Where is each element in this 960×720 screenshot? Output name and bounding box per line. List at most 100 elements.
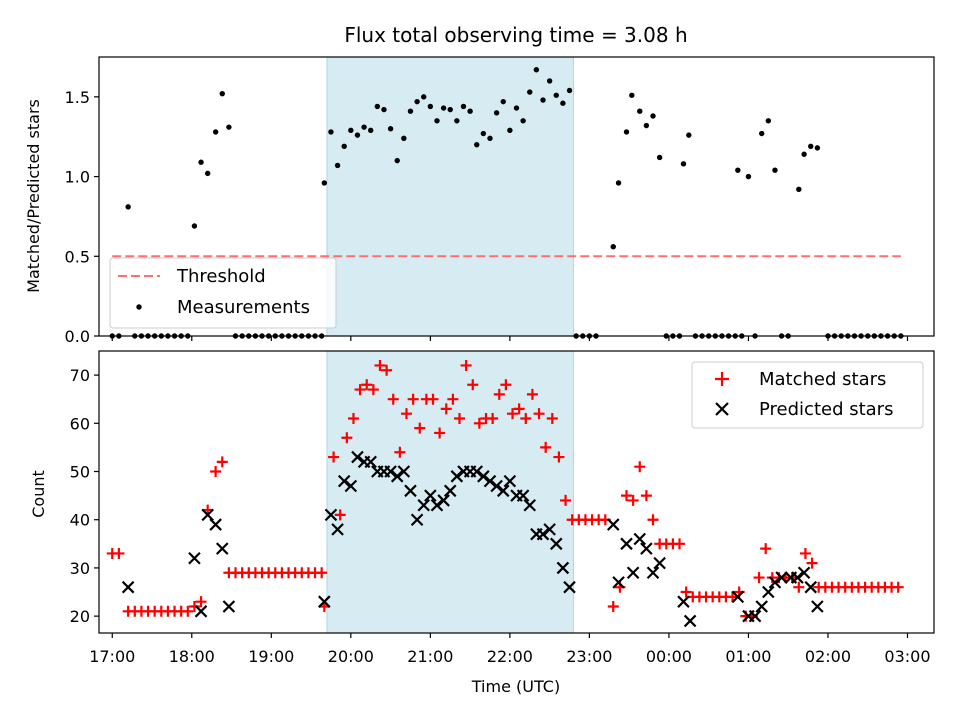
matched-star-point	[182, 605, 194, 617]
predicted-star-point	[606, 518, 620, 531]
predicted-star-point	[318, 595, 331, 608]
matched-star-point	[334, 509, 346, 521]
matched-star-point	[640, 490, 652, 502]
predicted-star-point	[410, 513, 424, 526]
measurement-point	[507, 127, 513, 134]
bottom-legend-box	[691, 361, 924, 429]
predicted-star-point	[443, 484, 457, 498]
measurement-point	[401, 135, 407, 142]
predicted-star-point	[731, 590, 745, 604]
matched-star-point	[753, 572, 765, 584]
measurement-point	[204, 170, 211, 177]
matched-star-point	[533, 408, 545, 420]
predicted-star-point	[556, 561, 570, 575]
predicted-star-point	[201, 508, 214, 522]
y-tick-label: 20	[70, 607, 90, 626]
measurement-points	[109, 67, 904, 339]
matched-star-point	[361, 379, 373, 391]
y-tick-label: 1.5	[65, 88, 90, 107]
predicted-star-point	[483, 474, 497, 488]
predicted-star-point	[620, 537, 633, 551]
matched-star-point	[328, 451, 340, 463]
matched-star-point	[500, 379, 512, 391]
shaded-span-rect	[326, 56, 574, 337]
measurement-point	[440, 105, 447, 111]
predicted-star-point	[470, 465, 484, 478]
matched-star-point	[621, 490, 633, 502]
measurement-point	[427, 103, 434, 110]
legend-matched-label: Matched stars	[759, 369, 886, 390]
x-tick-label: 19:00	[248, 647, 294, 666]
predicted-star-point	[209, 518, 222, 531]
measurement-point	[361, 124, 367, 130]
measurement-point	[321, 180, 328, 186]
y-tick-label: 0.5	[65, 247, 90, 266]
predicted-star-point	[477, 470, 490, 483]
predicted-star-point	[384, 465, 397, 478]
predicted-star-point	[215, 542, 229, 555]
x-tick-label: 20:00	[328, 647, 374, 666]
top-y-label: Matched/Predicted stars	[24, 99, 43, 293]
measurement-point	[381, 106, 387, 113]
matched-star-point	[647, 514, 659, 526]
matched-star-point	[387, 393, 399, 405]
measurement-point	[527, 89, 533, 95]
predicted-star-point	[437, 494, 450, 507]
measurement-point	[796, 186, 802, 193]
predicted-star-point	[768, 576, 782, 589]
predicted-star-point	[797, 566, 811, 580]
predicted-star-point	[496, 484, 510, 498]
legend-threshold-label: Threshold	[176, 266, 266, 287]
matched-star-point	[493, 388, 505, 400]
x-tick-label: 21:00	[407, 647, 453, 666]
matched-star-point	[367, 384, 379, 396]
measurement-point	[212, 129, 219, 135]
measurement-point	[480, 130, 487, 137]
predicted-star-point	[121, 580, 135, 594]
matched-star-point	[467, 379, 479, 391]
predicted-star-point	[748, 609, 762, 623]
matched-star-point	[394, 446, 406, 458]
matched-star-point	[553, 451, 565, 463]
measurement-point	[368, 127, 374, 134]
predicted-star-point	[194, 605, 208, 618]
matched-star-point	[195, 596, 207, 608]
matched-star-point	[627, 494, 639, 506]
measurement-point	[553, 92, 559, 98]
top-x-ticks	[111, 336, 909, 341]
matched-star-point	[374, 359, 386, 371]
predicted-star-point	[397, 465, 411, 478]
predicted-star-point	[683, 614, 697, 628]
y-tick-label: 1.0	[65, 168, 90, 187]
predicted-star-point	[762, 585, 775, 599]
matched-star-point	[400, 408, 412, 420]
y-tick-label: 50	[70, 463, 90, 482]
predicted-star-point	[516, 489, 530, 502]
measurement-point	[566, 87, 573, 94]
measurement-point	[219, 90, 225, 97]
predicted-star-point	[653, 556, 666, 570]
measurement-point	[374, 103, 381, 110]
y-tick-label: 40	[70, 511, 90, 530]
matched-star-point	[347, 412, 359, 424]
matched-star-point	[188, 600, 200, 612]
x-tick-label: 23:00	[566, 647, 612, 666]
measurement-point	[447, 106, 453, 113]
predicted-star-point	[775, 571, 788, 584]
measurement-point	[772, 167, 778, 173]
legend-measurements-swatch	[136, 304, 142, 310]
measurement-point	[454, 118, 460, 124]
measurement-point	[341, 143, 347, 149]
bottom-panel: 20 30 40 50 60 70 17:00 18:00 19:00 20:00 21:00 22…	[29, 350, 935, 696]
measurement-point	[387, 126, 394, 132]
matched-star-point	[341, 432, 353, 444]
measurement-point	[801, 151, 807, 157]
matched-star-point	[381, 364, 393, 376]
predicted-star-point	[755, 600, 768, 613]
measurement-point	[745, 173, 752, 180]
matched-star-point	[354, 384, 366, 396]
predicted-star-point	[804, 580, 818, 594]
predicted-star-point	[324, 508, 338, 522]
matched-star-point	[113, 547, 125, 559]
